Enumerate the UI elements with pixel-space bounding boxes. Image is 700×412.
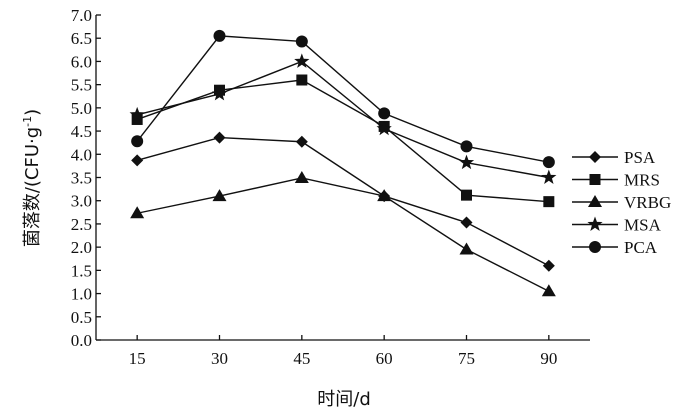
- y-tick-label: 7.0: [71, 6, 92, 25]
- legend-marker-vrbg: [588, 195, 602, 207]
- legend-item-pca: PCA: [572, 238, 658, 257]
- y-tick-label: 3.0: [71, 192, 92, 211]
- y-tick-label: 2.0: [71, 238, 92, 257]
- y-tick-label: 5.5: [71, 76, 92, 95]
- legend-item-vrbg: VRBG: [572, 193, 671, 212]
- legend-marker-pca: [589, 241, 601, 253]
- series-line-psa: [136, 136, 550, 267]
- y-axis-title-superscript: -1: [21, 116, 34, 127]
- legend-label-msa: MSA: [624, 216, 662, 235]
- data-point-msa: [541, 169, 557, 184]
- data-point-msa: [376, 120, 392, 136]
- legend-label-pca: PCA: [624, 238, 658, 257]
- y-tick-label: 3.5: [71, 169, 92, 188]
- y-tick-label: 2.5: [71, 215, 92, 234]
- x-tick-label: 75: [458, 349, 475, 368]
- data-point-msa: [129, 106, 145, 122]
- y-tick-label: 4.5: [71, 122, 92, 141]
- x-tick-label: 15: [129, 349, 146, 368]
- legend-item-psa: PSA: [572, 148, 656, 167]
- legend-marker-psa: [589, 151, 601, 163]
- data-point-psa: [213, 131, 226, 144]
- series-line-mrs: [136, 79, 549, 203]
- data-point-msa: [211, 85, 228, 101]
- legend-item-msa: MSA: [572, 216, 662, 235]
- legend-item-mrs: MRS: [572, 171, 660, 190]
- y-tick-label: 1.5: [71, 261, 92, 280]
- y-tick-label: 6.0: [71, 52, 92, 71]
- legend-label-psa: PSA: [624, 148, 656, 167]
- data-point-pca: [131, 135, 144, 148]
- data-point-pca: [460, 140, 473, 153]
- data-point-vrbg: [130, 206, 145, 219]
- data-point-pca: [295, 35, 308, 48]
- series-vrbg: [130, 170, 556, 297]
- data-point-psa: [131, 154, 144, 167]
- data-point-mrs: [131, 113, 143, 125]
- y-tick-label: 6.5: [71, 29, 92, 48]
- x-tick-label: 45: [293, 349, 310, 368]
- data-point-msa: [294, 53, 310, 68]
- data-point-mrs: [543, 196, 555, 208]
- legend-label-mrs: MRS: [624, 171, 660, 190]
- x-tick-label: 90: [540, 349, 557, 368]
- y-tick-label: 0.0: [71, 331, 92, 350]
- data-point-vrbg: [212, 189, 227, 202]
- y-axis-title-main: 菌落数/(CFU·g: [22, 127, 43, 247]
- data-point-psa: [295, 135, 308, 148]
- y-axis-title: 菌落数/(CFU·g-1): [21, 109, 43, 247]
- axes: 0.0 0.5 1.0 1.5 2.0 2.5 3.0 3.5 4.0 4.5 5.0 5.5 6.0 6…: [71, 6, 590, 368]
- x-axis-title: 时间/d: [317, 389, 371, 410]
- series-msa: [129, 53, 557, 184]
- legend-marker-mrs: [589, 174, 601, 185]
- data-point-pca: [542, 156, 555, 169]
- legend: PSA MRS VRBG MSA PCA: [572, 148, 671, 257]
- series-line-msa: [136, 60, 549, 179]
- x-tick-label: 30: [211, 349, 228, 368]
- data-point-pca: [378, 107, 391, 120]
- data-point-vrbg: [459, 242, 474, 255]
- data-point-vrbg: [541, 284, 556, 297]
- data-point-vrbg: [294, 170, 309, 183]
- data-point-psa: [460, 216, 473, 229]
- y-tick-label: 5.0: [71, 99, 92, 118]
- x-tick-label: 60: [376, 349, 393, 368]
- y-axis-title-end: ): [22, 109, 43, 116]
- legend-label-vrbg: VRBG: [624, 193, 671, 212]
- series-line-pca: [136, 35, 549, 163]
- y-tick-label: 0.5: [71, 308, 92, 327]
- y-tick-label: 1.0: [71, 285, 92, 304]
- legend-marker-msa: [587, 216, 603, 231]
- data-point-mrs: [296, 74, 308, 86]
- data-point-vrbg: [377, 189, 392, 202]
- data-point-pca: [213, 29, 226, 42]
- series-layer: [129, 29, 557, 297]
- series-line-vrbg: [137, 177, 550, 292]
- series-pca: [131, 29, 555, 169]
- y-tick-label: 4.0: [71, 145, 92, 164]
- data-point-msa: [458, 154, 475, 170]
- data-point-psa: [542, 259, 555, 272]
- data-point-mrs: [461, 189, 472, 201]
